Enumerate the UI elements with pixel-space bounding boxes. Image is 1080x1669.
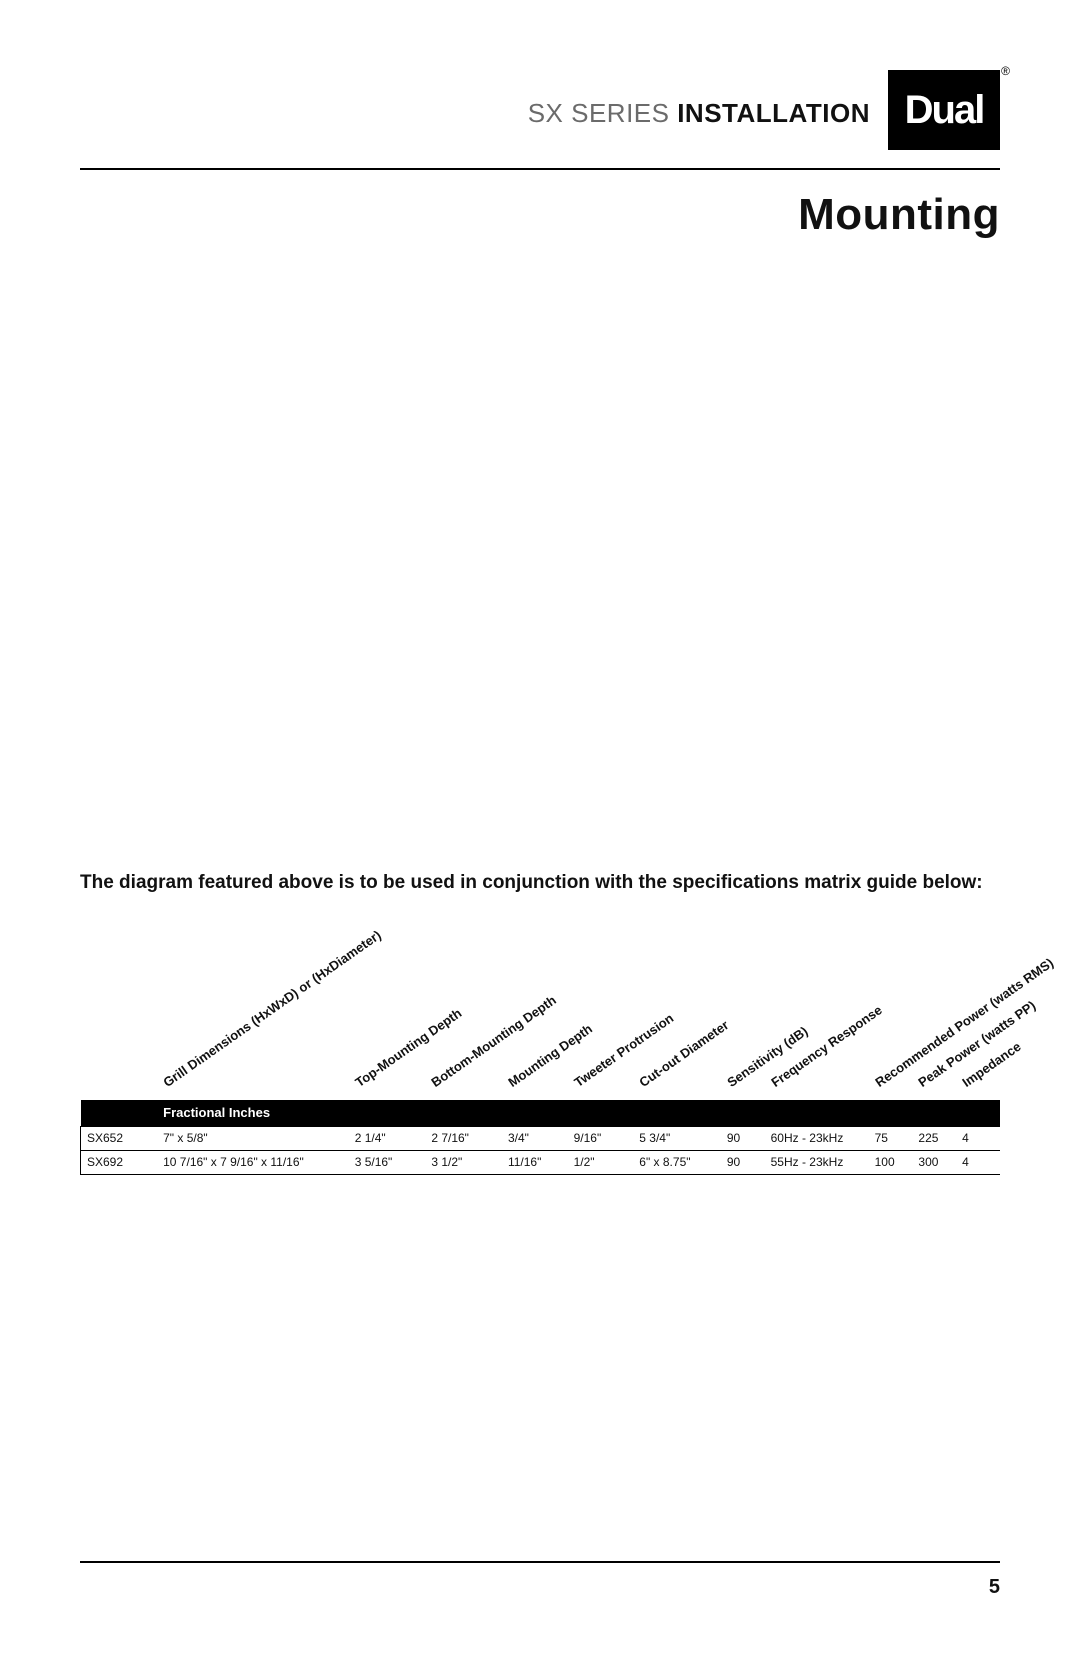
cell-bottom: 2 7/16" [425,1126,502,1150]
col-frequency: Frequency Response [765,990,869,1100]
unit-label: Fractional Inches [157,1100,349,1126]
col-top-mounting: Top-Mounting Depth [349,990,426,1100]
cell-tp: 9/16" [568,1126,634,1150]
cell-peak: 225 [912,1126,956,1150]
cell-model: SX692 [81,1150,158,1174]
spec-table-wrap: Grill Dimensions (HxWxD) or (HxDiameter)… [80,990,1000,1175]
cell-rms: 75 [869,1126,913,1150]
cell-md: 3/4" [502,1126,568,1150]
section-title: Mounting [798,190,1000,240]
trademark-icon: ® [1001,64,1010,78]
col-model [81,990,158,1100]
cell-sens: 90 [721,1150,765,1174]
cell-tp: 1/2" [568,1150,634,1174]
cell-imp: 4 [956,1126,1000,1150]
cell-md: 11/16" [502,1150,568,1174]
cell-model: SX652 [81,1126,158,1150]
unit-fill [349,1100,1000,1126]
header-title-light: SX SERIES [528,98,678,128]
cell-top: 3 5/16" [349,1150,426,1174]
footer-rule [80,1561,1000,1563]
col-cutout: Cut-out Diameter [633,990,721,1100]
cell-bottom: 3 1/2" [425,1150,502,1174]
header-title-bold: INSTALLATION [677,98,870,128]
table-row: SX652 7" x 5/8" 2 1/4" 2 7/16" 3/4" 9/16… [81,1126,1001,1150]
page: SX SERIES INSTALLATION Dual ® Mounting T… [0,0,1080,1669]
col-tweeter-protrusion: Tweeter Protrusion [568,990,634,1100]
cell-cutout: 5 3/4" [633,1126,721,1150]
content-area: SX SERIES INSTALLATION Dual ® Mounting T… [80,70,1000,1599]
cell-freq: 60Hz - 23kHz [765,1126,869,1150]
col-grill: Grill Dimensions (HxWxD) or (HxDiameter) [157,990,349,1100]
col-peak-power: Peak Power (watts PP) [912,990,956,1100]
header: SX SERIES INSTALLATION Dual ® [80,70,1000,160]
header-title: SX SERIES INSTALLATION [528,98,870,129]
cell-rms: 100 [869,1150,913,1174]
col-bottom-mounting: Bottom-Mounting Depth [425,990,502,1100]
col-cutout-label: Cut-out Diameter [637,1017,732,1090]
spec-table: Grill Dimensions (HxWxD) or (HxDiameter)… [80,990,1000,1175]
header-rule [80,168,1000,170]
caption-text: The diagram featured above is to be used… [80,870,1000,896]
col-impedance-label: Impedance [960,1039,1024,1090]
cell-peak: 300 [912,1150,956,1174]
cell-cutout: 6" x 8.75" [633,1150,721,1174]
col-frequency-label: Frequency Response [768,1002,884,1090]
brand-logo-text: Dual [905,88,984,133]
spec-header-row: Grill Dimensions (HxWxD) or (HxDiameter)… [81,990,1001,1100]
cell-top: 2 1/4" [349,1126,426,1150]
cell-grill: 7" x 5/8" [157,1126,349,1150]
cell-sens: 90 [721,1126,765,1150]
brand-logo: Dual [888,70,1000,150]
page-number: 5 [989,1576,1000,1599]
cell-freq: 55Hz - 23kHz [765,1150,869,1174]
unit-row: Fractional Inches [81,1100,1001,1126]
col-impedance: Impedance [956,990,1000,1100]
cell-imp: 4 [956,1150,1000,1174]
table-row: SX692 10 7/16" x 7 9/16" x 11/16" 3 5/16… [81,1150,1001,1174]
col-sensitivity: Sensitivity (dB) [721,990,765,1100]
col-rec-power: Recommended Power (watts RMS) [869,990,913,1100]
unit-cell-blank [81,1100,158,1126]
cell-grill: 10 7/16" x 7 9/16" x 11/16" [157,1150,349,1174]
col-mounting-depth: Mounting Depth [502,990,568,1100]
